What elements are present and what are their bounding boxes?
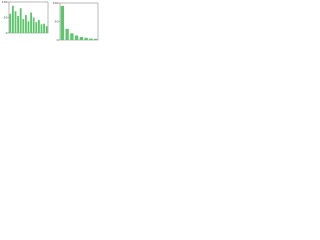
- figure: 0 50 100 0 50 100: [2, 0, 99, 42]
- bar: [24, 15, 27, 33]
- bar: [9, 13, 12, 34]
- bar: [40, 24, 43, 33]
- bar: [14, 11, 17, 34]
- bar: [89, 38, 93, 40]
- page: {"chart_data": [ {"type": "bar", "catego…: [0, 0, 320, 47]
- y-tick-label: 50: [55, 20, 59, 24]
- bar: [65, 28, 69, 40]
- y-tick-label: 50: [4, 16, 8, 20]
- bar: [32, 17, 35, 33]
- bar: [27, 21, 30, 33]
- bar: [19, 8, 22, 33]
- bar: [43, 23, 46, 33]
- bar: [84, 37, 88, 40]
- bar: [30, 12, 33, 33]
- bar: [93, 38, 98, 40]
- bar: [37, 19, 40, 33]
- bar: [70, 33, 74, 40]
- y-tick-label: 0: [6, 31, 8, 35]
- bar: [22, 19, 25, 33]
- bar: [35, 22, 38, 33]
- y-tick-label: 0: [57, 38, 59, 42]
- y-tick-label: 100: [53, 1, 59, 5]
- bar: [17, 15, 20, 33]
- bar: [79, 37, 84, 40]
- bar: [60, 5, 65, 41]
- bar: [11, 5, 14, 34]
- bar: [45, 26, 48, 33]
- y-tick-label: 100: [2, 0, 8, 4]
- bar: [74, 35, 79, 40]
